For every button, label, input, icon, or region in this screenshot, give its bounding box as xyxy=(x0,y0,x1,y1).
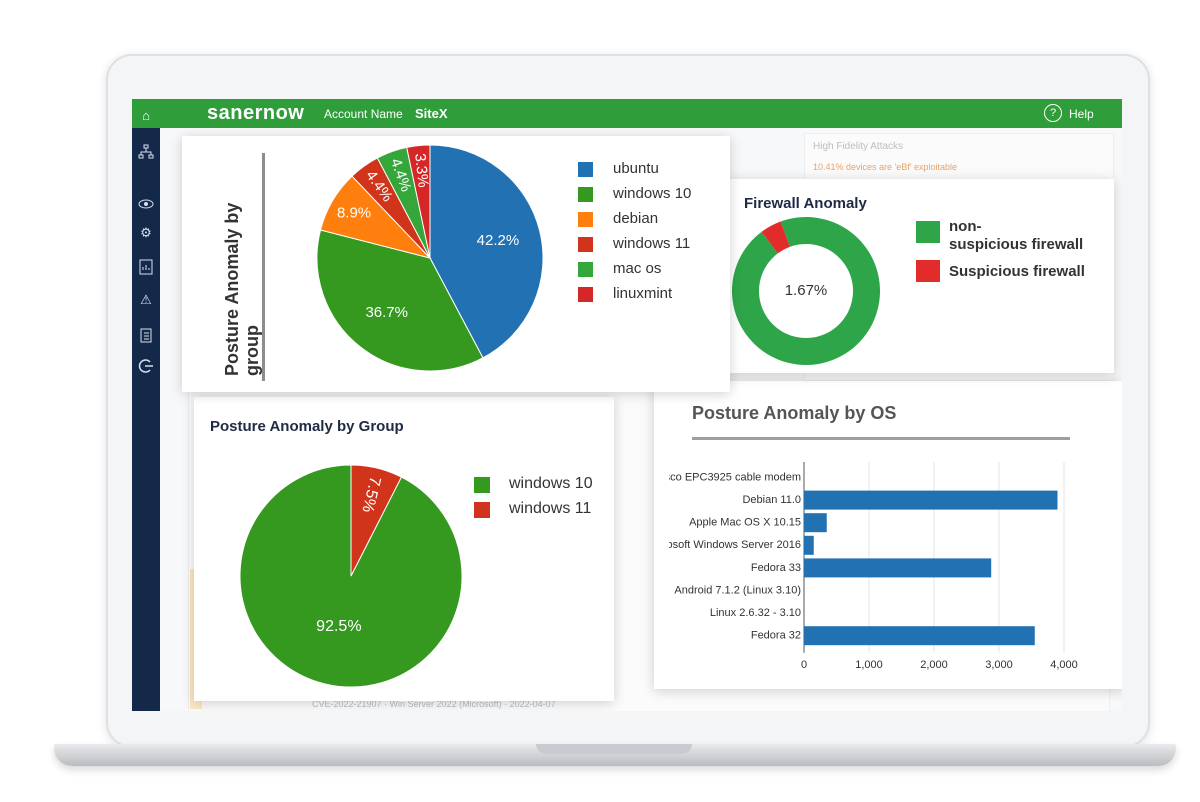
pie-label-linuxmint: 3.3% xyxy=(411,153,431,189)
legend-swatch-windows-11 xyxy=(474,502,490,518)
brand-logo[interactable]: sanernow xyxy=(207,102,305,124)
legend-swatch-linuxmint xyxy=(578,287,593,302)
x-tick-label: 0 xyxy=(801,659,807,671)
donut-center-label: 1.67% xyxy=(785,282,828,299)
legend-swatch-non-suspicious xyxy=(916,221,940,243)
gear-icon[interactable]: ⚙ xyxy=(140,225,152,240)
network-icon[interactable] xyxy=(138,144,154,160)
card3-title: Posture Anomaly by Group xyxy=(210,418,404,435)
firewall-donut-chart: 1.67% xyxy=(732,217,880,365)
legend-swatch-debian xyxy=(578,212,593,227)
y-category-label: osoft Windows Server 2016 xyxy=(666,539,801,551)
hfa-subtitle: 10.41% devices are 'eBf' exploitable xyxy=(813,162,958,172)
question-circle-icon[interactable]: ? xyxy=(1044,104,1062,122)
legend-label-non-suspicious-line1: non- xyxy=(949,218,982,235)
clipboard-icon[interactable] xyxy=(138,327,154,343)
firewall-legend: non- suspicious firewall Suspicious fire… xyxy=(916,218,1106,328)
card2-title: Firewall Anomaly xyxy=(744,195,867,212)
logout-icon[interactable] xyxy=(138,358,154,374)
pie-label-ubuntu: 42.2% xyxy=(477,232,520,249)
x-tick-label: 3,000 xyxy=(985,659,1013,671)
card-anomaly-by-group-pie: Posture Anomaly by Group 92.5% 7.5% windo… xyxy=(194,397,614,701)
pie-label-windows-10: 92.5% xyxy=(316,618,361,635)
legend-swatch-ubuntu xyxy=(578,162,593,177)
legend-swatch-windows-10 xyxy=(578,187,593,202)
legend-label-windows-11: windows 11 xyxy=(613,235,691,252)
account-name[interactable]: Account Name xyxy=(324,107,403,121)
y-category-label: isco EPC3925 cable modem xyxy=(662,471,801,483)
legend-swatch-suspicious xyxy=(916,260,940,282)
label-clip-mask xyxy=(654,458,669,659)
bar-apple-mac-os-x-10-15[interactable] xyxy=(804,513,827,533)
legend-label-windows-10: windows 10 xyxy=(613,185,692,202)
pie-label-windows-10: 36.7% xyxy=(365,304,408,321)
x-tick-label: 2,000 xyxy=(920,659,948,671)
legend-swatch-windows-11 xyxy=(578,237,593,252)
x-tick-label: 1,000 xyxy=(855,659,883,671)
help-link[interactable]: Help xyxy=(1069,107,1094,121)
eye-icon[interactable] xyxy=(138,196,154,212)
legend-swatch-mac-os xyxy=(578,262,593,277)
card1-title-rule xyxy=(262,153,265,381)
card-anomaly-by-os: Posture Anomaly by OS 0 1,000 2,000 3,000 4,… xyxy=(654,381,1122,689)
pie-slice-ubuntu[interactable] xyxy=(429,144,544,359)
legend-label-mac-os: mac os xyxy=(613,260,662,277)
report-icon[interactable] xyxy=(138,259,154,275)
warning-icon[interactable]: ⚠ xyxy=(140,292,152,307)
laptop-base xyxy=(54,744,1176,766)
legend-label-non-suspicious-line2: suspicious firewall xyxy=(949,236,1084,253)
pie-slice-windows-10[interactable] xyxy=(316,229,484,372)
legend-label-ubuntu: ubuntu xyxy=(613,160,659,177)
bg-row-text: CVE-2022-21907 · Win Server 2022 (Micros… xyxy=(312,699,556,709)
app-screen: sanernow Account Name SiteX ? Help ⌂ ⚙ ⚠… xyxy=(132,99,1122,711)
site-selector[interactable]: SiteX xyxy=(415,106,448,121)
y-category-label: Android 7.1.2 (Linux 3.10) xyxy=(674,584,801,596)
bar-debian-11-0[interactable] xyxy=(804,490,1058,510)
y-category-label: Apple Mac OS X 10.15 xyxy=(689,517,801,529)
bar-fedora-33[interactable] xyxy=(804,558,992,578)
home-icon[interactable]: ⌂ xyxy=(142,108,150,123)
pie-slice-linuxmint[interactable] xyxy=(406,144,431,259)
bar-osoft-windows-server-2016[interactable] xyxy=(804,535,814,555)
donut-slice-non-suspicious-firewall[interactable] xyxy=(732,217,880,365)
group-pie-chart: 92.5%7.5% xyxy=(239,464,463,688)
top-bar: sanernow Account Name SiteX ? Help xyxy=(132,99,1122,128)
legend-label-debian: debian xyxy=(613,210,659,227)
y-category-label: Fedora 33 xyxy=(751,562,801,574)
hfa-title: High Fidelity Attacks xyxy=(813,141,904,152)
card-firewall-anomaly: Firewall Anomaly 1.67% non- suspicious f… xyxy=(724,179,1114,373)
os-bar-chart: 0 1,000 2,000 3,000 4,000 isco EPC3925 cable … xyxy=(654,458,1078,671)
group-pie-legend: windows 10 windows 11 xyxy=(474,475,614,535)
legend-label-linuxmint: linuxmint xyxy=(613,285,673,302)
legend-label-windows-11: windows 11 xyxy=(509,500,592,517)
legend-label-suspicious: Suspicious firewall xyxy=(949,263,1085,280)
pie-label-debian: 8.9% xyxy=(337,204,371,221)
y-category-label: Debian 11.0 xyxy=(742,494,801,506)
pie-slice-windows-11[interactable] xyxy=(350,464,403,577)
donut-slice-suspicious-firewall[interactable] xyxy=(761,221,790,254)
group-pie-chart-6: 42.2%36.7%8.9%4.4%4.4%3.3% xyxy=(316,144,544,372)
card4-title-rule xyxy=(692,437,1070,440)
y-category-label: Fedora 32 xyxy=(751,630,801,642)
legend-label-windows-10: windows 10 xyxy=(509,475,593,492)
legend-label-non-suspicious: non- suspicious firewall xyxy=(949,218,1083,254)
legend-swatch-windows-10 xyxy=(474,477,490,493)
card-anomaly-by-group: Posture Anomaly by group 42.2% 36.7% 8.9% 4… xyxy=(182,136,730,392)
bar-fedora-32[interactable] xyxy=(804,626,1035,646)
sidebar: ⌂ ⚙ ⚠ xyxy=(132,108,160,711)
laptop-notch xyxy=(536,744,692,754)
card4-title: Posture Anomaly by OS xyxy=(692,403,897,423)
x-tick-label: 4,000 xyxy=(1050,659,1078,671)
group-legend: ubuntu windows 10 debian windows 11 mac os li… xyxy=(578,160,728,310)
y-category-label: Linux 2.6.32 - 3.10 xyxy=(710,607,801,619)
